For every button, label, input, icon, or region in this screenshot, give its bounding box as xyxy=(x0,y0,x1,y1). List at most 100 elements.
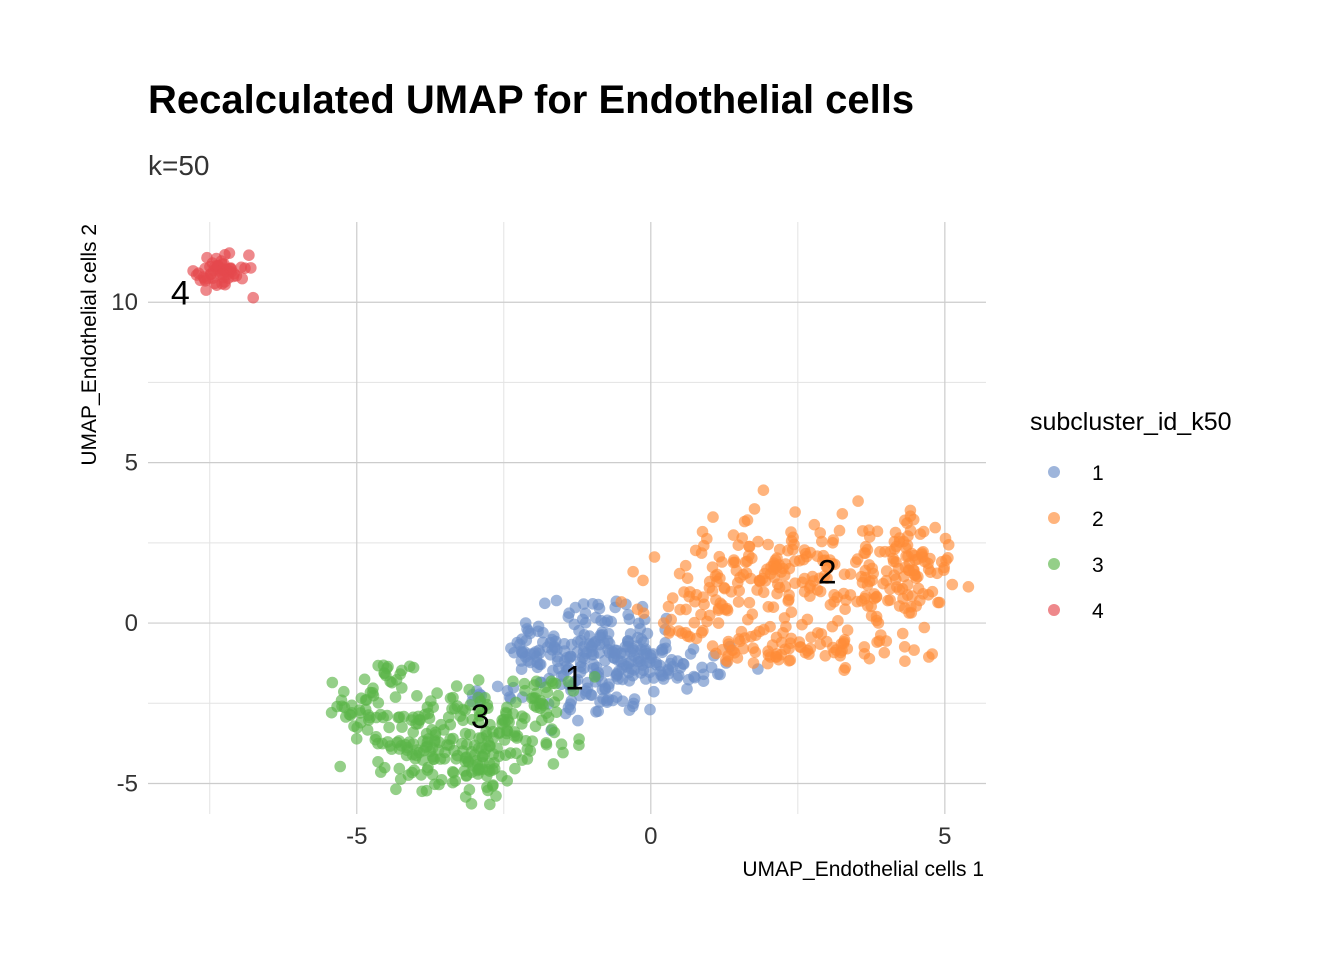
data-point xyxy=(230,270,243,282)
data-point xyxy=(762,538,774,551)
data-point xyxy=(743,549,755,562)
data-point xyxy=(785,535,798,547)
data-point xyxy=(771,552,783,564)
data-point xyxy=(376,737,389,750)
data-point xyxy=(484,798,496,811)
data-point xyxy=(490,790,502,802)
legend: subcluster_id_k50 1 2 3 4 xyxy=(1030,408,1232,623)
data-point xyxy=(742,613,754,626)
data-point xyxy=(747,657,760,669)
data-point xyxy=(689,544,702,557)
data-point xyxy=(590,706,602,718)
data-point xyxy=(572,714,584,727)
data-point xyxy=(450,680,463,692)
legend-swatch xyxy=(1048,558,1060,570)
data-point xyxy=(459,704,472,717)
y-tick-label: 0 xyxy=(125,610,138,637)
cluster-label: 3 xyxy=(471,698,490,736)
data-point xyxy=(728,647,741,659)
data-point xyxy=(684,586,696,598)
legend-label: 3 xyxy=(1092,554,1104,577)
data-point xyxy=(711,575,723,588)
data-point xyxy=(657,617,670,629)
data-point xyxy=(833,524,846,537)
data-point xyxy=(962,581,975,593)
data-point xyxy=(375,766,387,778)
data-point xyxy=(750,629,762,641)
data-point xyxy=(480,729,493,742)
data-point xyxy=(423,712,436,725)
data-point xyxy=(811,584,824,596)
data-point xyxy=(741,514,754,526)
data-point xyxy=(577,598,590,610)
data-point xyxy=(583,630,596,642)
data-point xyxy=(858,641,871,653)
data-point xyxy=(202,272,214,285)
data-point xyxy=(456,737,468,750)
data-point xyxy=(468,749,481,761)
data-point xyxy=(919,555,931,568)
data-point xyxy=(334,760,347,773)
data-point xyxy=(737,642,750,655)
data-point xyxy=(805,631,817,644)
data-point xyxy=(595,614,607,627)
data-point xyxy=(361,724,374,736)
data-point xyxy=(732,596,745,608)
data-point xyxy=(484,740,496,752)
data-point xyxy=(861,600,874,612)
data-point xyxy=(761,657,774,670)
data-point xyxy=(907,564,920,576)
data-point xyxy=(550,594,563,607)
data-point xyxy=(589,671,601,683)
data-point xyxy=(918,621,931,634)
data-point xyxy=(625,655,638,668)
data-point xyxy=(190,269,203,281)
data-point xyxy=(891,581,903,593)
data-point xyxy=(706,585,719,597)
y-tick-label: -5 xyxy=(117,771,138,798)
data-point xyxy=(808,518,821,531)
data-point xyxy=(679,559,692,572)
data-point xyxy=(878,646,891,659)
data-point xyxy=(914,528,927,540)
data-point xyxy=(459,791,472,803)
cluster-labels: 1 2 3 4 xyxy=(171,275,837,737)
data-point xyxy=(611,669,623,681)
data-point xyxy=(516,710,528,722)
data-point xyxy=(520,735,532,747)
data-point xyxy=(801,613,814,626)
data-point xyxy=(826,537,839,549)
data-point xyxy=(901,589,914,601)
data-point xyxy=(644,666,656,679)
data-point xyxy=(743,596,756,609)
data-point xyxy=(926,585,939,598)
y-tick-label: 5 xyxy=(125,450,138,477)
series-2-points xyxy=(615,484,975,676)
data-point xyxy=(421,701,434,713)
data-point xyxy=(882,594,894,607)
data-point xyxy=(515,663,528,675)
data-point xyxy=(644,703,656,716)
data-points xyxy=(187,247,975,811)
data-point xyxy=(789,506,801,518)
data-point xyxy=(545,675,558,688)
data-point xyxy=(899,514,911,527)
data-point xyxy=(697,675,710,687)
data-point xyxy=(929,521,941,534)
data-point xyxy=(567,685,580,697)
data-point xyxy=(563,607,575,619)
data-point xyxy=(585,689,598,701)
data-point xyxy=(325,706,338,719)
data-point xyxy=(426,724,438,736)
data-point xyxy=(396,721,408,733)
data-point xyxy=(789,577,801,589)
data-point xyxy=(396,664,408,677)
data-point xyxy=(721,602,733,615)
data-point xyxy=(540,738,553,751)
data-point xyxy=(622,608,634,621)
data-point xyxy=(530,675,543,688)
data-point xyxy=(426,768,439,781)
data-point xyxy=(536,697,549,710)
x-tick-label: 0 xyxy=(644,823,657,850)
